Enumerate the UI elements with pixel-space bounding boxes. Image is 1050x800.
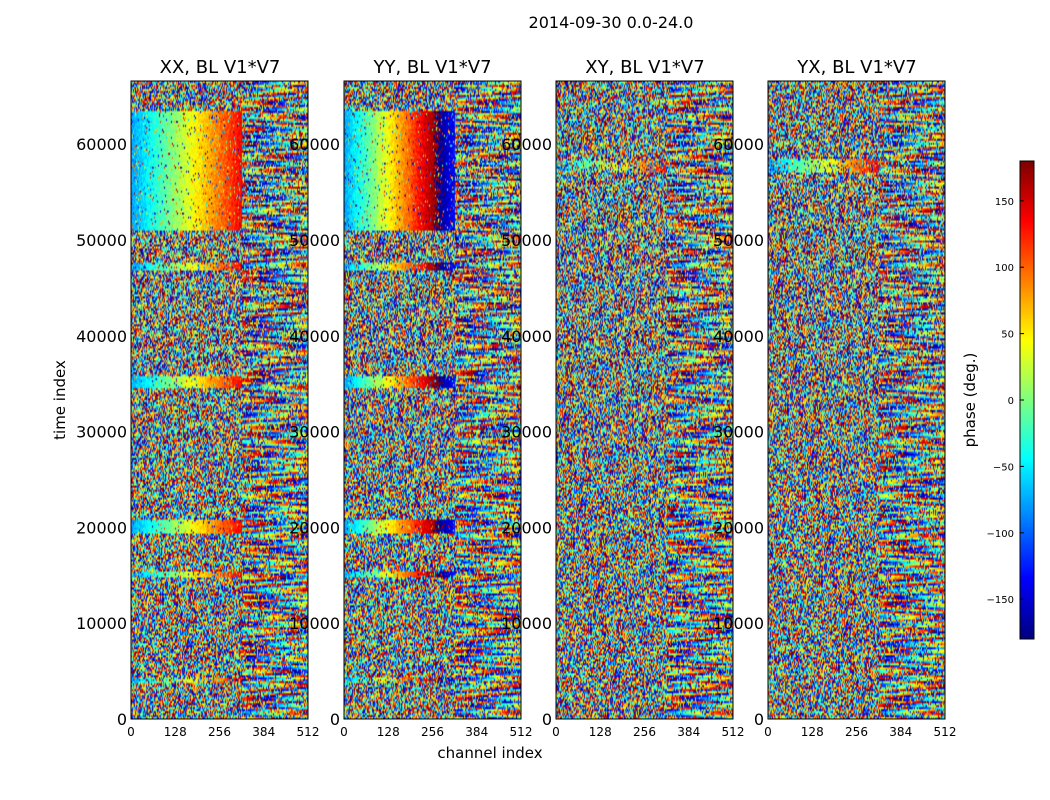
y-tick-label: 10000: [501, 614, 552, 633]
y-tick-label: 10000: [76, 614, 127, 633]
panel-frame: [130, 80, 309, 720]
x-tick-label: 512: [510, 725, 533, 739]
y-tick-label: 60000: [76, 135, 127, 154]
heatmap-image: [556, 81, 733, 719]
y-tick-label: 10000: [289, 614, 340, 633]
colorbar-tick-label: 100: [995, 263, 1014, 274]
x-tick-label: 384: [889, 725, 912, 739]
x-tick-label: 512: [722, 725, 745, 739]
x-tick-label: 128: [589, 725, 612, 739]
y-axis-ticks: 0 10000 20000 30000 40000 50000 60000: [713, 135, 772, 729]
y-tick-label: 30000: [76, 423, 127, 442]
y-tick-label: 20000: [713, 518, 764, 537]
colorbar-tick-label: −50: [993, 462, 1014, 473]
x-tick-label: 512: [934, 725, 957, 739]
x-tick-label: 0: [552, 725, 560, 739]
y-tick-label: 20000: [501, 518, 552, 537]
y-tick-label: 60000: [713, 135, 764, 154]
colorbar-tick-label: 50: [1001, 330, 1014, 341]
y-tick-label: 50000: [76, 231, 127, 250]
y-tick-label: 0: [542, 710, 552, 729]
x-tick-label: 384: [465, 725, 488, 739]
colorbar-ticks: −150 −100 −50 0 50 100 150: [987, 197, 1024, 606]
y-axis-label: time index: [51, 360, 69, 440]
y-axis-ticks: 0 10000 20000 30000 40000 50000 60000: [76, 135, 135, 729]
y-tick-label: 30000: [713, 423, 764, 442]
y-tick-label: 40000: [289, 327, 340, 346]
x-tick-label: 256: [208, 725, 231, 739]
panel-yy: YY, BL V1*V7 0 128 256 384 512 0 10000 20000 30…: [289, 57, 532, 739]
y-axis-ticks: 0 10000 20000 30000 40000 50000 60000: [289, 135, 348, 729]
panel-frame: [343, 80, 522, 720]
x-tick-label: 256: [633, 725, 656, 739]
x-tick-label: 256: [845, 725, 868, 739]
heatmap-image: [344, 81, 521, 719]
colorbar-label: phase (deg.): [961, 353, 979, 448]
y-tick-label: 40000: [501, 327, 552, 346]
panel-xy: XY, BL V1*V7 0 128 256 384 512 0 10000 20000 30…: [501, 57, 744, 739]
y-tick-label: 60000: [501, 135, 552, 154]
panel-frame: [555, 80, 734, 720]
x-tick-label: 128: [377, 725, 400, 739]
colorbar-tick-label: −150: [987, 595, 1014, 606]
y-tick-label: 0: [117, 710, 127, 729]
y-tick-label: 40000: [713, 327, 764, 346]
x-axis-ticks: 0 128 256 384 512: [127, 715, 319, 739]
y-tick-label: 40000: [76, 327, 127, 346]
colorbar-frame: [1019, 160, 1035, 640]
colorbar-tick-label: −100: [987, 529, 1014, 540]
y-tick-label: 10000: [713, 614, 764, 633]
colorbar-tick-label: 150: [995, 197, 1014, 208]
x-tick-label: 512: [297, 725, 320, 739]
x-tick-label: 128: [164, 725, 187, 739]
x-tick-label: 384: [252, 725, 275, 739]
panel-xx: XX, BL V1*V7 0 128 256 384 512 0 10000 20000 30…: [76, 57, 319, 739]
panel-title: XX, BL V1*V7: [160, 57, 281, 78]
y-tick-label: 30000: [289, 423, 340, 442]
x-axis-ticks: 0 128 256 384 512: [340, 715, 532, 739]
panel-frame: [767, 80, 946, 720]
y-tick-label: 0: [754, 710, 764, 729]
y-tick-label: 0: [330, 710, 340, 729]
x-tick-label: 384: [677, 725, 700, 739]
colorbar-gradient: [1020, 161, 1034, 639]
x-axis-ticks: 0 128 256 384 512: [764, 715, 956, 739]
heatmap-image: [131, 81, 308, 719]
y-tick-label: 60000: [289, 135, 340, 154]
x-tick-label: 128: [801, 725, 824, 739]
panel-title: XY, BL V1*V7: [585, 57, 704, 78]
panel-title: YY, BL V1*V7: [372, 57, 491, 78]
y-tick-label: 20000: [76, 518, 127, 537]
x-tick-label: 0: [340, 725, 348, 739]
colorbar-tick-label: 0: [1008, 396, 1014, 407]
x-axis-label: channel index: [437, 744, 542, 762]
y-tick-label: 20000: [289, 518, 340, 537]
y-tick-label: 30000: [501, 423, 552, 442]
y-axis-ticks: 0 10000 20000 30000 40000 50000 60000: [501, 135, 560, 729]
x-tick-label: 0: [127, 725, 135, 739]
x-axis-ticks: 0 128 256 384 512: [552, 715, 744, 739]
x-tick-label: 0: [764, 725, 772, 739]
colorbar: −150 −100 −50 0 50 100 150 phase (deg.): [961, 160, 1035, 640]
panel-yx: YX, BL V1*V7 0 128 256 384 512 0 10000 20000 30…: [713, 57, 956, 739]
heatmap-image: [768, 81, 945, 719]
y-tick-label: 50000: [501, 231, 552, 250]
y-tick-label: 50000: [289, 231, 340, 250]
y-tick-label: 50000: [713, 231, 764, 250]
figure-title: 2014-09-30 0.0-24.0: [529, 13, 694, 32]
panel-title: YX, BL V1*V7: [796, 57, 916, 78]
x-tick-label: 256: [421, 725, 444, 739]
